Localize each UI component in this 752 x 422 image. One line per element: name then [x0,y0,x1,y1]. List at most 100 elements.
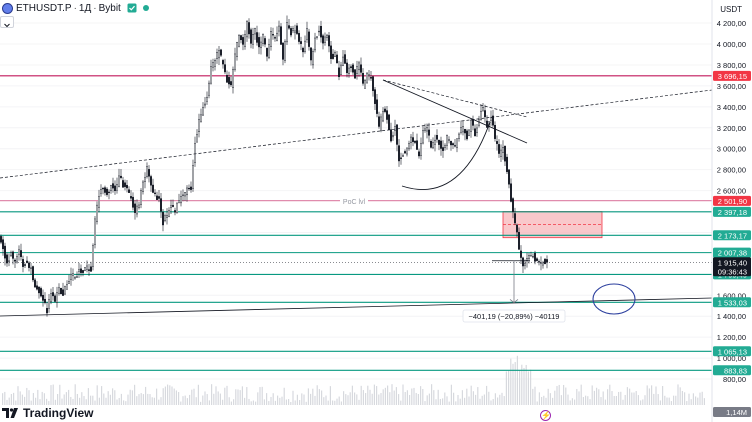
currency-label[interactable]: USDT [720,5,742,14]
volume-bar [261,386,263,405]
candle-body [428,129,431,136]
volume-bar [629,388,631,405]
volume-bar [129,389,131,405]
measure-arrow-head [509,299,519,304]
volume-bar [437,389,439,405]
volume-bar [92,395,94,405]
volume-bar [527,371,529,405]
candle-body [5,254,8,264]
chart-header[interactable]: ETHUSDT.P · 1Д · Bybit [0,0,149,16]
volume-bar [149,394,151,405]
candle-body [460,127,463,133]
volume-bar [182,396,184,405]
candle-body [24,264,27,266]
candle-body [514,213,517,224]
candle-body [366,72,369,84]
volume-bar [640,400,642,405]
candle-body [251,34,254,45]
volume-bar [164,386,166,405]
y-tick-label: 1 400,00 [717,312,746,321]
volume-bar [323,397,325,405]
candle-body [143,177,146,182]
candle-body [58,287,61,294]
y-tick-label: 1 600,00 [717,291,746,300]
volume-bar [142,394,144,405]
volume-bar [552,397,554,405]
volume-bar [567,394,569,405]
volume-bar [514,362,516,405]
candle-body [300,41,303,44]
volume-bar [450,384,452,405]
volume-bar [6,399,8,405]
candle-body [185,187,188,196]
candle-body [141,181,144,192]
volume-bar [193,388,195,405]
candle-body [153,192,156,194]
eth-logo-icon [2,2,13,14]
volume-bar [613,395,615,405]
volume-bar [50,385,52,405]
candle-body [524,263,527,266]
candle-body [392,135,395,138]
candle-body [249,29,252,44]
volume-bar [497,397,499,405]
candle-body [346,62,349,74]
candle-body [151,184,154,193]
volume-bar [530,369,532,405]
candle-body [322,35,325,44]
candle-body [157,196,160,199]
candle-body [89,266,92,272]
volume-bar [90,395,92,405]
volume-bar [406,390,408,405]
volume-bar [585,395,587,405]
candle-body [374,89,377,104]
candle-body [280,26,283,45]
volume-bar [600,397,602,405]
candle-body [462,126,465,133]
candle-body [516,224,519,233]
volume-bar [325,395,327,405]
candle-body [177,200,180,203]
lightning-icon[interactable]: ⚡ [540,410,551,421]
candle-body [69,274,72,280]
candle-body [354,69,357,79]
candle-body [358,62,361,71]
volume-bar [37,389,39,405]
volume-bar [699,392,701,405]
symbol-label[interactable]: ETHUSDT.P [16,2,72,14]
volume-bar [310,393,312,405]
volume-bar [422,389,424,405]
candle-body [137,204,140,208]
candle-body [424,128,427,131]
candle-body [286,22,289,43]
volume-bar [631,392,633,405]
candle-body [32,266,35,281]
volume-bar [107,391,109,405]
flag-icon[interactable] [127,3,137,13]
volume-bar [626,387,628,405]
candle-body [209,66,212,84]
volume-bar [114,390,116,405]
volume-bar [587,396,589,405]
volume-bar [505,371,507,405]
candle-body [79,268,82,273]
interval-label[interactable]: 1Д [78,2,92,14]
volume-bar [523,367,525,405]
drawings: −401,19 (−20,89%) −40119 [0,79,713,323]
volume-bar [305,401,307,405]
candle-body [52,292,55,297]
candle-body [430,141,433,148]
countdown-label: 09:36:43 [718,267,747,276]
volume-bar [219,393,221,405]
volume-bar [624,394,626,405]
candle-body [476,127,479,133]
candle-body [310,47,313,61]
volume-bar [21,394,23,405]
volume-bar [686,401,688,405]
volume-bar [404,392,406,405]
candle-body [42,294,45,301]
candle-body [446,135,449,146]
collapse-legend-button[interactable] [0,16,14,28]
candle-body [83,267,86,271]
